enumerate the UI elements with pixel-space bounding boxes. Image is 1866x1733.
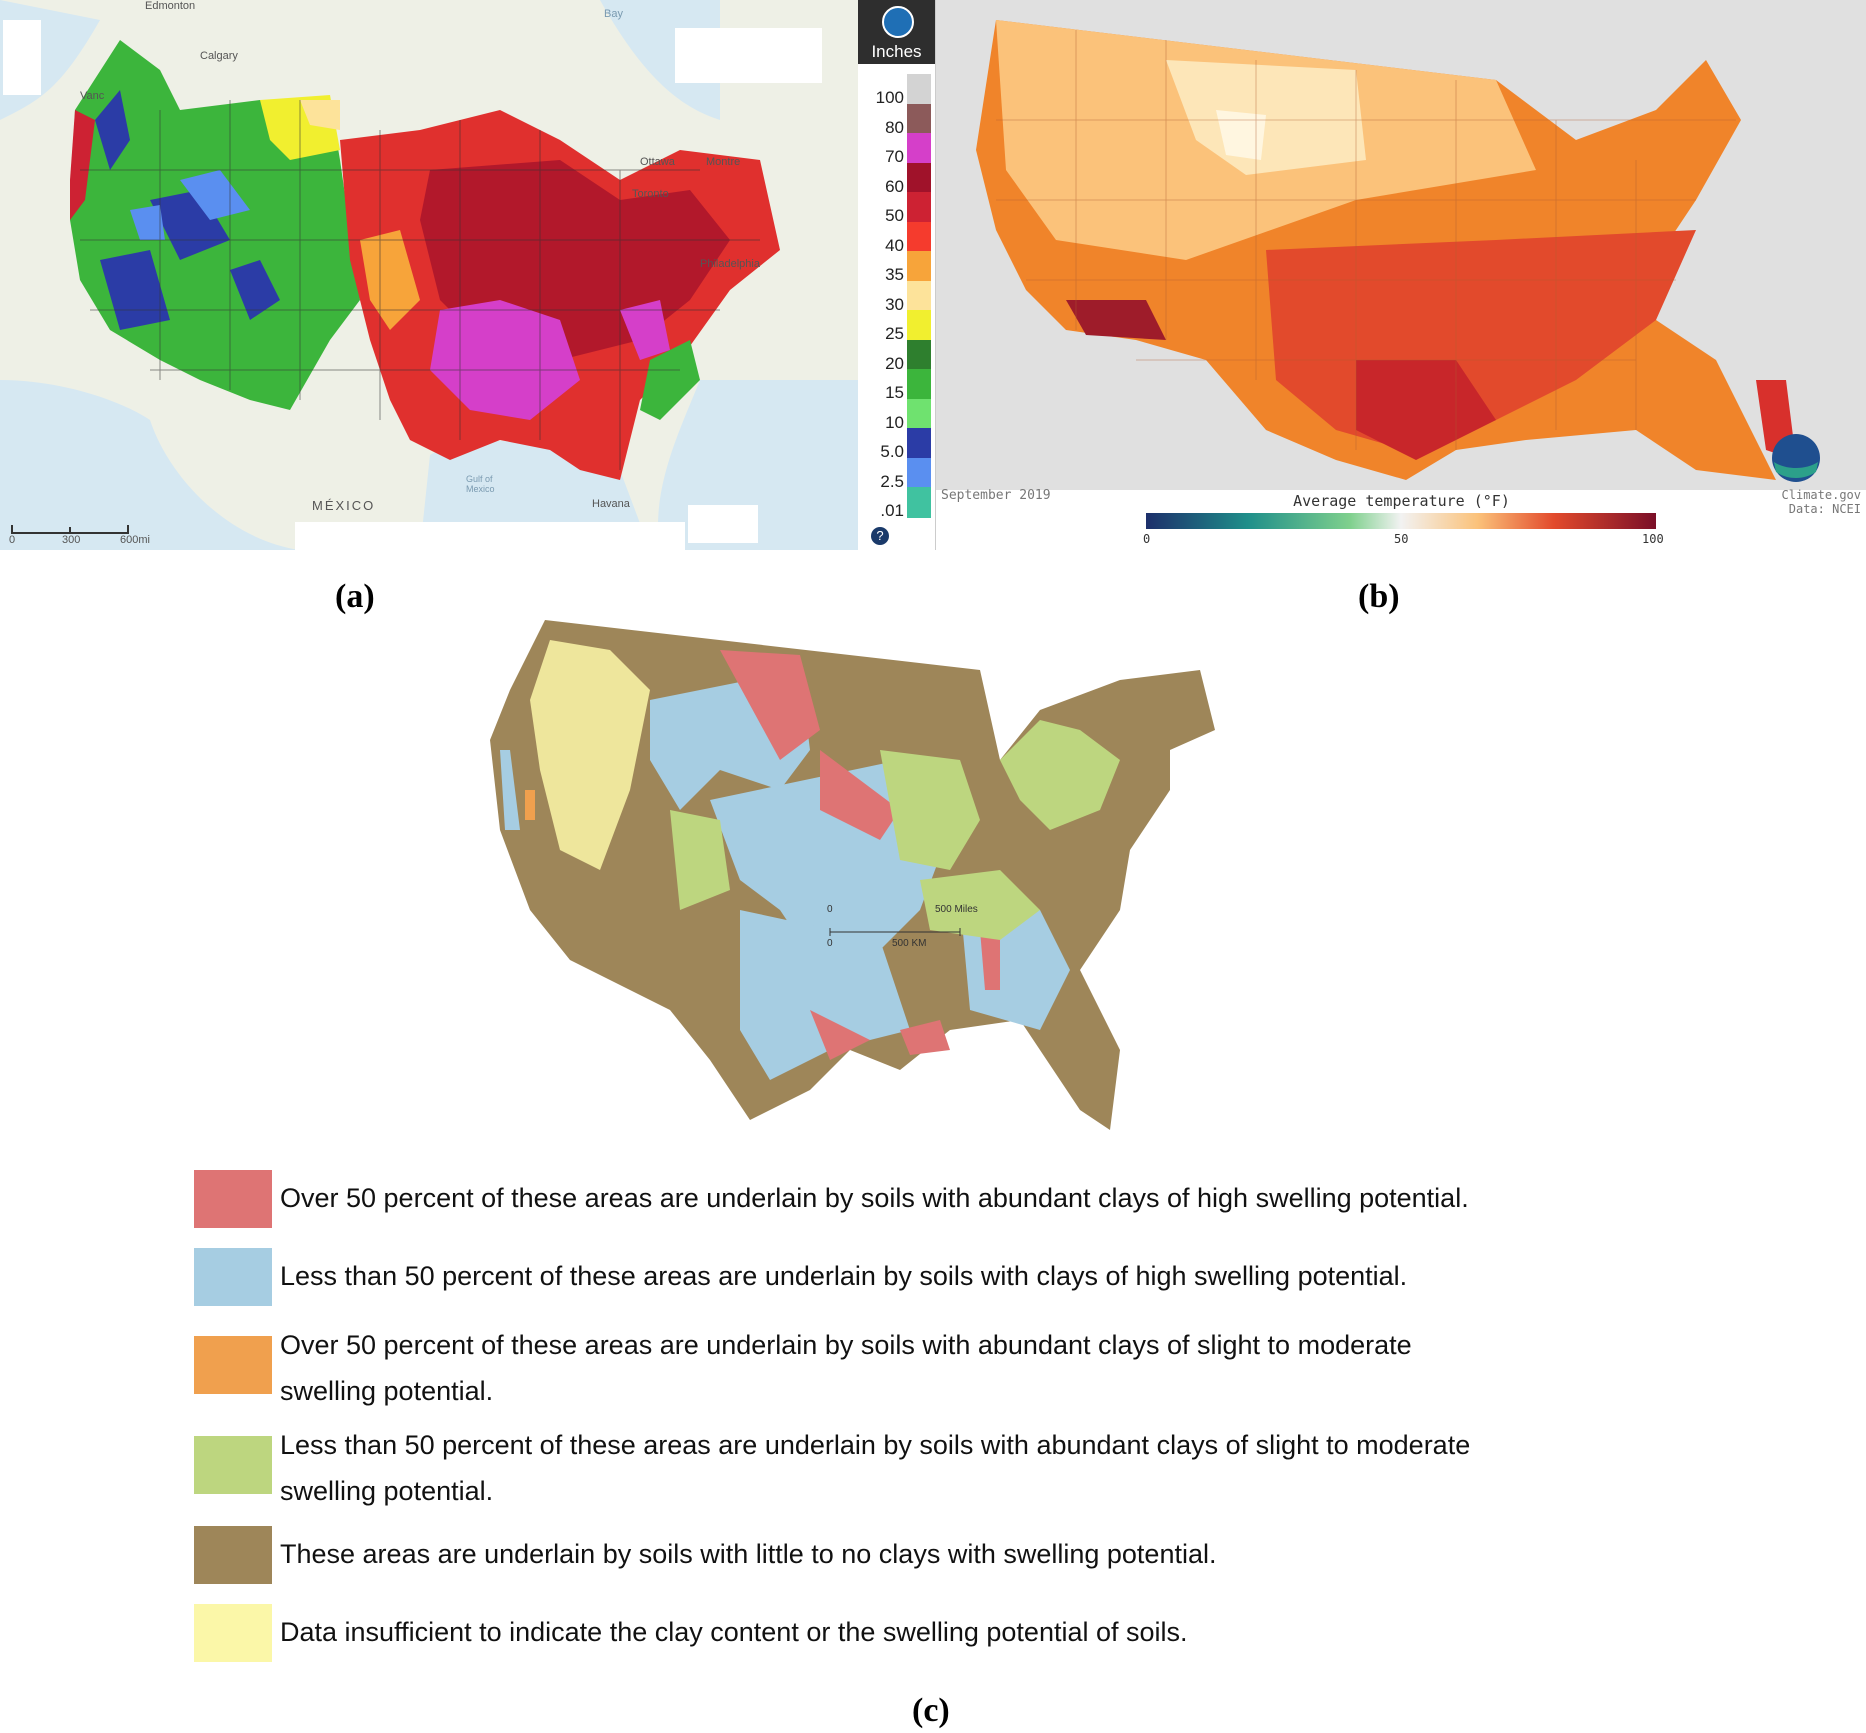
legend-tick-label: 5.0 — [880, 442, 904, 461]
panel-label-c: (c) — [912, 1692, 950, 1729]
legend-tick-label: .01 — [880, 501, 904, 520]
place-label-bay: Bay — [604, 8, 623, 20]
scale-tick-600: 600mi — [120, 534, 150, 546]
scale-miles-0: 0 — [827, 904, 833, 915]
legend-tick-label: 25 — [885, 324, 904, 343]
place-label-toronto: Toronto — [632, 188, 669, 200]
question-icon[interactable]: ? — [871, 527, 889, 545]
place-label-gulf-of-mexico: Gulf of Mexico — [466, 474, 495, 494]
legend-color-band — [907, 162, 931, 193]
legend-unit-title: Inches — [871, 42, 922, 61]
place-label-mexico: MÉXICO — [312, 498, 376, 513]
legend-tick-label: 50 — [885, 206, 904, 225]
legend-color-band — [907, 103, 931, 134]
colorbar-title: Average temperature (°F) — [1293, 492, 1510, 510]
legend-tick-label: 20 — [885, 353, 904, 373]
temperature-map — [936, 0, 1866, 550]
credit-line-2: Data: NCEI — [1788, 502, 1861, 516]
precipitation-map — [0, 0, 935, 550]
date-label: September 2019 — [941, 488, 1051, 503]
legend-swatch — [194, 1526, 272, 1584]
legend-text: These areas are underlain by soils with … — [280, 1539, 1217, 1569]
legend-color-band — [907, 74, 931, 105]
legend-tick-label: 100 — [875, 88, 904, 107]
place-label-edmonton: Edmonton — [145, 0, 196, 12]
place-label-ottawa: Ottawa — [640, 156, 675, 168]
legend-header: Inches — [858, 0, 935, 64]
temperature-map-panel: September 2019 Average temperature (°F) … — [935, 0, 1866, 550]
legend-text: Less than 50 percent of these areas are … — [280, 1430, 1471, 1460]
colorbar-tick-100: 100 — [1642, 532, 1664, 546]
soil-swelling-map: 0 500 Miles 0 500 KM — [480, 610, 1380, 1170]
legend-text-cont: swelling potential. — [280, 1376, 494, 1406]
legend-tick-label: 70 — [885, 147, 904, 166]
place-label-vancouver: Vanc — [80, 90, 105, 102]
place-label-philadelphia: Philadelphia — [700, 258, 760, 270]
temperature-colorbar — [1146, 513, 1656, 529]
credit-line-1: Climate.gov — [1781, 488, 1861, 502]
panel-label-b: (b) — [1358, 578, 1400, 615]
legend-tick-label: 10 — [885, 412, 904, 432]
legend-color-band — [907, 133, 931, 164]
legend-text-cont: swelling potential. — [280, 1476, 494, 1506]
legend-swatch — [194, 1336, 272, 1394]
legend-tick-label: 15 — [885, 383, 904, 402]
legend-text: Over 50 percent of these areas are under… — [280, 1183, 1469, 1213]
legend-swatch — [194, 1604, 272, 1662]
place-label-calgary: Calgary — [200, 50, 238, 62]
legend-tick-label: 2.5 — [880, 471, 904, 491]
legend-text: Data insufficient to indicate the clay c… — [280, 1617, 1188, 1647]
legend-color-band — [907, 487, 931, 518]
legend-color-band — [907, 280, 931, 311]
legend-swatch — [194, 1248, 272, 1306]
colorbar-tick-0: 0 — [1143, 532, 1151, 546]
legend-color-band — [907, 457, 931, 488]
legend-tick-label: 35 — [885, 265, 904, 284]
place-label-montreal: Montre — [706, 156, 741, 168]
colorbar-tick-50: 50 — [1394, 532, 1409, 546]
legend-tick-label: 30 — [885, 294, 904, 314]
precipitation-map-panel: Edmonton Calgary Vanc Ottawa Montre Toro… — [0, 0, 935, 550]
legend-color-band — [907, 221, 931, 252]
scale-miles-500: 500 Miles — [935, 904, 978, 915]
legend-color-band — [907, 339, 931, 370]
legend-tick-label: 60 — [885, 176, 904, 196]
legend-color-band — [907, 428, 931, 459]
legend-text: Over 50 percent of these areas are under… — [280, 1330, 1412, 1360]
legend-color-band — [907, 398, 931, 429]
legend-color-band — [907, 310, 931, 341]
scale-km-500: 500 KM — [892, 938, 927, 949]
scale-tick-300: 300 — [62, 534, 81, 546]
legend-swatch — [194, 1436, 272, 1494]
legend-color-band — [907, 192, 931, 223]
legend-color-band — [907, 369, 931, 400]
legend-tick-label: 40 — [885, 235, 904, 255]
place-label-havana: Havana — [592, 498, 630, 510]
legend-text: Less than 50 percent of these areas are … — [280, 1261, 1408, 1291]
scale-km-0: 0 — [827, 938, 833, 949]
legend-color-band — [907, 251, 931, 282]
panel-label-a: (a) — [335, 578, 375, 615]
legend-tick-label: 80 — [885, 117, 904, 137]
legend-swatch — [194, 1170, 272, 1228]
noaa-logo-icon — [882, 6, 914, 38]
scale-tick-0: 0 — [9, 534, 16, 546]
